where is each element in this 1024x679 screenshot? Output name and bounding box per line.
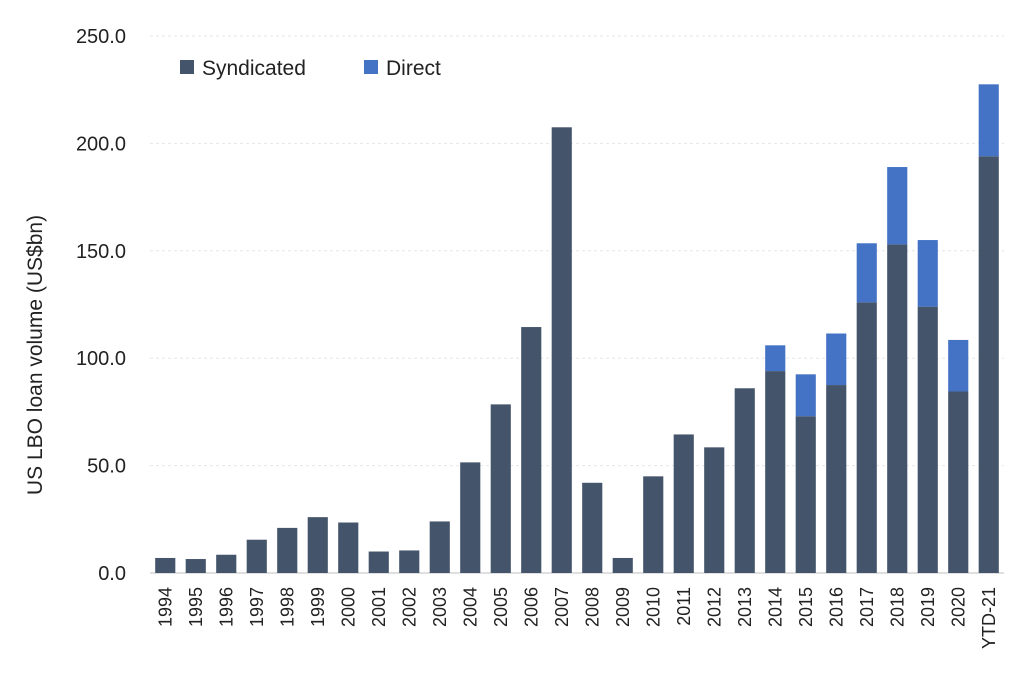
x-tick-label: 2003 [430, 587, 450, 627]
bar-direct-2020 [948, 339, 969, 392]
x-tick-label: 2002 [399, 587, 419, 627]
legend-swatch-direct [364, 60, 378, 74]
bar-syndicated-2006 [521, 327, 542, 573]
bar-syndicated-2020 [948, 391, 969, 573]
x-tick-label: 1997 [247, 587, 267, 627]
bar-syndicated-1996 [216, 554, 237, 573]
bar-syndicated-2008 [582, 482, 603, 573]
x-tick-label: YTD-21 [979, 587, 999, 649]
y-tick-label: 0.0 [98, 563, 126, 585]
bar-syndicated-2016 [826, 385, 847, 573]
x-tick-label: 2015 [796, 587, 816, 627]
legend-swatch-syndicated [180, 60, 194, 74]
x-tick-label: 1994 [155, 587, 175, 627]
x-ticks: 1994 1995 1996 1997 1998 1999 2000 2001 2002 2003… [155, 587, 999, 649]
y-tick-label: 100.0 [76, 348, 126, 370]
bar-syndicated-2005 [490, 404, 511, 573]
y-tick-label: 200.0 [76, 133, 126, 155]
bar-syndicated-1994 [155, 557, 176, 573]
x-tick-label: 2010 [643, 587, 663, 627]
bar-direct-2018 [887, 167, 908, 245]
legend-label-syndicated: Syndicated [202, 57, 306, 80]
bar-syndicated-2002 [399, 550, 420, 573]
x-tick-label: 2005 [491, 587, 511, 627]
x-tick-label: 2011 [674, 587, 694, 626]
x-tick-label: 2004 [460, 587, 480, 627]
bar-syndicated-2011 [673, 434, 694, 573]
bar-syndicated-1997 [246, 539, 267, 573]
bar-direct-2017 [856, 243, 877, 303]
bar-direct-2016 [826, 333, 847, 386]
legend-label-direct: Direct [386, 57, 441, 80]
x-tick-label: 1995 [186, 587, 206, 627]
x-tick-label: 2020 [948, 587, 968, 627]
bar-syndicated-2009 [612, 557, 633, 573]
bar-syndicated-2019 [917, 306, 938, 573]
x-tick-label: 2013 [735, 587, 755, 627]
x-tick-label: 1999 [308, 587, 328, 627]
bar-syndicated-1998 [277, 527, 298, 573]
x-tick-label: 1996 [216, 587, 236, 627]
y-tick-label: 150.0 [76, 241, 126, 263]
y-tick-label: 250.0 [76, 26, 126, 48]
bar-syndicated-2015 [795, 416, 816, 573]
bar-syndicated-2004 [460, 462, 481, 573]
bars [155, 84, 999, 574]
bar-direct-2019 [917, 240, 938, 307]
legend: Syndicated Direct [180, 57, 441, 80]
x-tick-label: 2007 [552, 587, 572, 627]
y-axis-label: US LBO loan volume (US$bn) [24, 215, 47, 495]
x-tick-label: 2018 [887, 587, 907, 627]
bar-syndicated-2017 [856, 302, 877, 573]
x-tick-label: 1998 [277, 587, 297, 627]
bar-syndicated-2003 [429, 521, 450, 573]
y-ticks: 0.0 50.0 100.0 150.0 200.0 250.0 [76, 26, 126, 585]
bar-syndicated-2013 [734, 388, 755, 573]
bar-syndicated-1995 [185, 559, 206, 573]
x-tick-label: 2000 [338, 587, 358, 627]
bar-direct-ytd-21 [978, 84, 999, 157]
x-tick-label: 2008 [582, 587, 602, 627]
bar-direct-2014 [765, 345, 786, 372]
x-tick-label: 2006 [521, 587, 541, 627]
y-tick-label: 50.0 [87, 456, 126, 478]
x-tick-label: 2009 [613, 587, 633, 627]
x-tick-label: 2014 [765, 587, 785, 627]
bar-syndicated-2012 [704, 447, 725, 573]
x-tick-label: 2019 [918, 587, 938, 627]
x-tick-label: 2012 [704, 587, 724, 627]
bar-syndicated-2018 [887, 244, 908, 574]
x-tick-label: 2016 [826, 587, 846, 627]
bar-direct-2015 [795, 374, 816, 417]
bar-syndicated-2000 [338, 522, 359, 573]
bar-syndicated-2001 [368, 551, 389, 573]
x-tick-label: 2001 [369, 587, 389, 627]
bar-syndicated-ytd-21 [978, 156, 999, 574]
bar-syndicated-2010 [643, 476, 664, 573]
x-tick-label: 2017 [857, 587, 877, 627]
bar-syndicated-2014 [765, 371, 786, 573]
bar-syndicated-1999 [307, 517, 328, 573]
bar-syndicated-2007 [551, 127, 572, 573]
